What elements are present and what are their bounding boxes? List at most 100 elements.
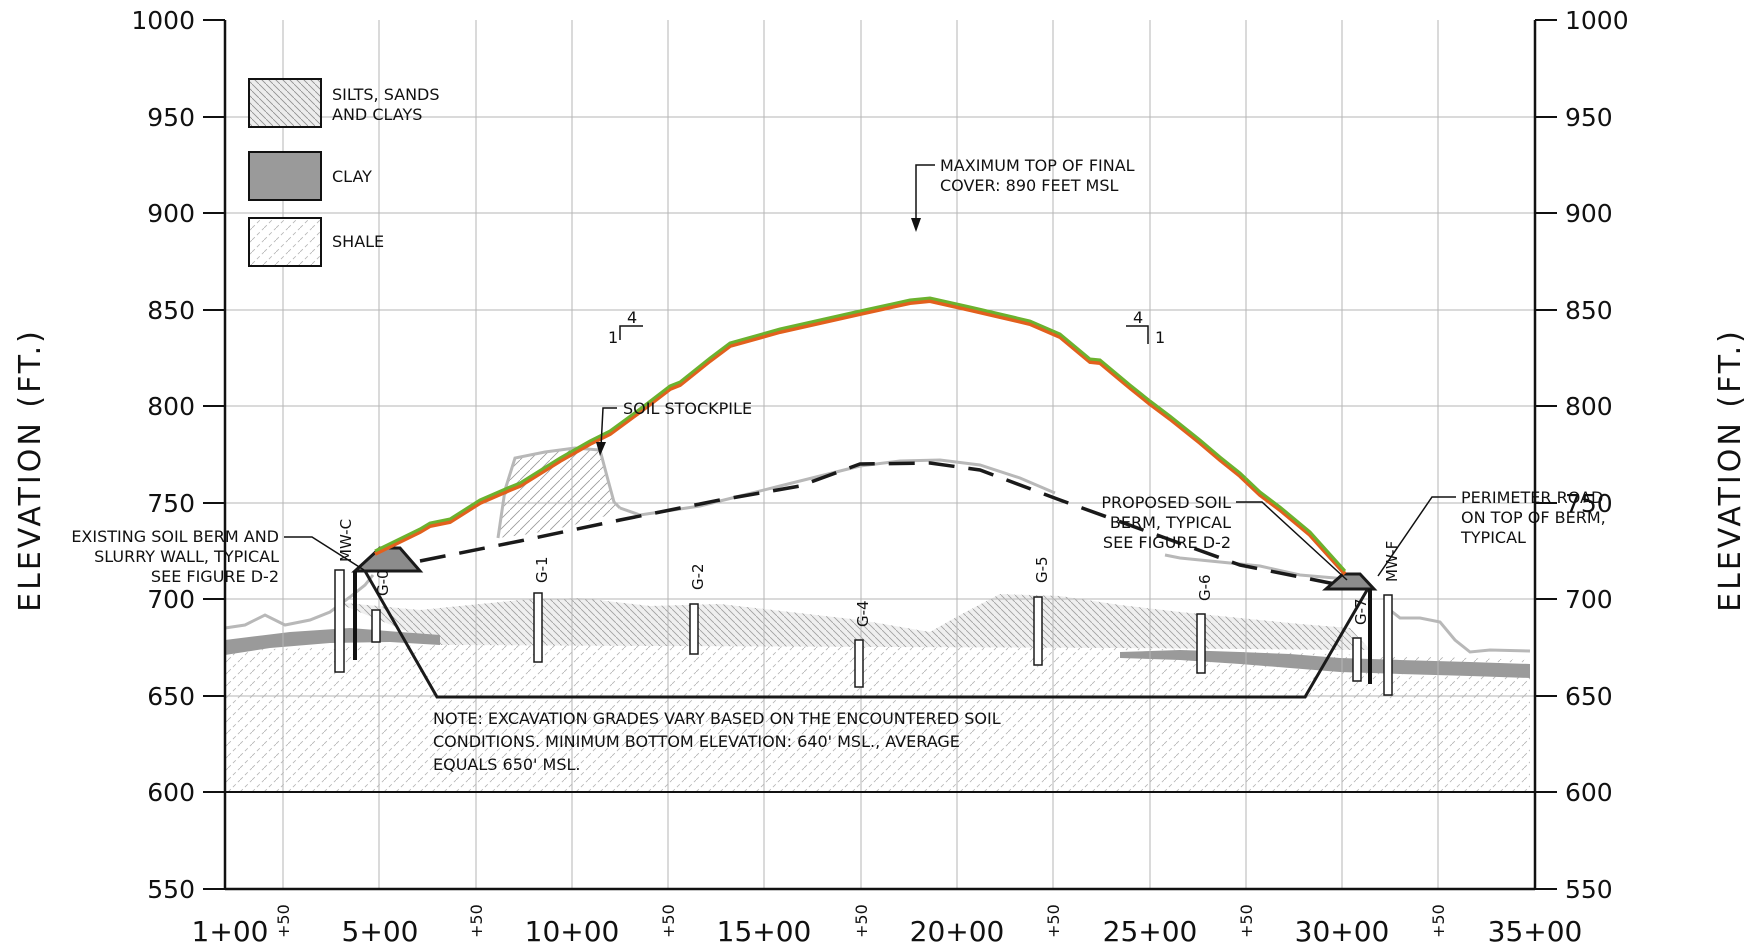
- wells: [334, 569, 1393, 696]
- legend-swatch-clay: [248, 151, 322, 201]
- x-half-label: +50: [274, 904, 293, 938]
- x-half-label: +50: [1044, 904, 1063, 938]
- y-tick-label: 900: [1565, 199, 1613, 228]
- x-tick-label: 5+00: [342, 915, 419, 948]
- slope-left-run: 4: [627, 308, 637, 327]
- legend-label-silts-2: AND CLAYS: [332, 105, 422, 124]
- well-g-1-casing: [533, 592, 543, 663]
- y-tick-label: 700: [1565, 585, 1613, 614]
- y-tick-label: 1000: [1565, 6, 1629, 35]
- legend: SILTS, SANDS AND CLAYS CLAY SHALE: [248, 78, 440, 267]
- perimeter-road-callout: PERIMETER ROAD ON TOP OF BERM, TYPICAL: [1460, 488, 1606, 547]
- excavation-note-line-1: NOTE: EXCAVATION GRADES VARY BASED ON TH…: [433, 709, 1001, 728]
- y-tick-label: 700: [147, 585, 195, 614]
- well-g-7-casing: [1352, 637, 1362, 682]
- existing-berm-label-3: SEE FIGURE D-2: [151, 567, 279, 586]
- existing-berm-label-1: EXISTING SOIL BERM AND: [71, 527, 279, 546]
- berm-left: [351, 546, 424, 573]
- well-g-6-casing: [1196, 613, 1206, 674]
- y-tick-label: 800: [147, 392, 195, 421]
- x-half-label: +50: [659, 904, 678, 938]
- x-tick-label: 1+00: [192, 915, 269, 948]
- proposed-berm-label-1: PROPOSED SOIL: [1101, 493, 1231, 512]
- berm-right: [1322, 572, 1378, 591]
- existing-ground-line: [224, 458, 1531, 654]
- x-half-label: +50: [467, 904, 486, 938]
- perimeter-road-label-3: TYPICAL: [1460, 528, 1526, 547]
- final-cover-top: [374, 296, 1347, 573]
- existing-berm-leader: [284, 536, 365, 571]
- slope-indicator-right: 4 1: [1126, 308, 1165, 347]
- y-tick-label: 650: [1565, 682, 1613, 711]
- stockpile-label: SOIL STOCKPILE: [623, 399, 752, 418]
- y-tick-label: 550: [147, 875, 195, 904]
- y-axis-title-right: ELEVATION (FT.): [1713, 328, 1748, 612]
- y-tick-label: 800: [1565, 392, 1613, 421]
- well-label-mw-c: MW-C: [337, 519, 355, 562]
- well-g-5-casing: [1033, 596, 1043, 666]
- well-g-0-casing: [371, 609, 381, 643]
- x-half-labels: +50 +50 +50 +50 +50 +50 +50: [274, 904, 1448, 938]
- x-tick-label: 15+00: [717, 915, 812, 948]
- y-tick-label: 1000: [131, 6, 195, 35]
- well-label-g-4: G-4: [854, 600, 872, 627]
- y-tick-labels-right: 1000 950 900 850 800 750 700 650 600 550: [1565, 6, 1629, 904]
- max-cover-label-2: COVER: 890 FEET MSL: [940, 176, 1119, 195]
- well-mw-f-casing: [1383, 594, 1393, 696]
- perimeter-road-label-2: ON TOP OF BERM,: [1461, 508, 1606, 527]
- slope-left-rise: 1: [608, 328, 618, 347]
- x-half-label: +50: [852, 904, 871, 938]
- proposed-berm-callout: PROPOSED SOIL BERM, TYPICAL SEE FIGURE D…: [1101, 493, 1231, 552]
- y-tick-label: 600: [1565, 778, 1613, 807]
- legend-label-silts-1: SILTS, SANDS: [332, 85, 440, 104]
- excavation-note: NOTE: EXCAVATION GRADES VARY BASED ON TH…: [433, 709, 1001, 774]
- legend-swatch-silts: [248, 78, 322, 128]
- proposed-berm-leader: [1236, 501, 1348, 581]
- y-tick-label: 850: [147, 296, 195, 325]
- perimeter-road-leader: [1377, 496, 1456, 577]
- proposed-berm-label-3: SEE FIGURE D-2: [1103, 533, 1231, 552]
- well-mw-c-casing: [334, 569, 345, 673]
- y-tick-label: 950: [147, 103, 195, 132]
- excavation-note-line-2: CONDITIONS. MINIMUM BOTTOM ELEVATION: 64…: [433, 732, 960, 751]
- x-tick-label: 30+00: [1295, 915, 1390, 948]
- well-g-4-casing: [854, 639, 864, 688]
- x-tick-label: 35+00: [1488, 915, 1583, 948]
- clay-lens-left: [225, 628, 440, 655]
- max-cover-label-1: MAXIMUM TOP OF FINAL: [940, 156, 1135, 175]
- x-tick-labels: 1+00 5+00 10+00 15+00 20+00 25+00 30+00 …: [192, 915, 1583, 948]
- x-tick-label: 10+00: [525, 915, 620, 948]
- y-tick-label: 850: [1565, 296, 1613, 325]
- silts-sands-clays-layer: [335, 594, 1370, 650]
- legend-label-clay: CLAY: [332, 167, 372, 186]
- shale-layer: [225, 645, 1530, 791]
- x-half-label: +50: [1429, 904, 1448, 938]
- x-tick-label: 25+00: [1103, 915, 1198, 948]
- well-label-g-0: G-0: [374, 569, 392, 596]
- x-half-label: +50: [1237, 904, 1256, 938]
- well-g-2-casing: [689, 603, 699, 655]
- y-tick-label: 750: [1565, 489, 1613, 518]
- x-tick-label: 20+00: [910, 915, 1005, 948]
- well-label-g-7: G-7: [1352, 598, 1370, 625]
- well-labels: MW-C G-0 G-1 G-2 G-4 G-5 G-6 G-7 MW-F: [337, 519, 1401, 627]
- y-tick-label: 650: [147, 682, 195, 711]
- well-label-g-5: G-5: [1033, 556, 1051, 583]
- proposed-grade-dashed: [419, 461, 1341, 587]
- excavation-outline: [363, 570, 1372, 699]
- existing-berm-callout: EXISTING SOIL BERM AND SLURRY WALL, TYPI…: [71, 527, 279, 586]
- y-tick-label: 550: [1565, 875, 1613, 904]
- slope-right-rise: 1: [1155, 328, 1165, 347]
- legend-label-shale: SHALE: [332, 232, 384, 251]
- well-label-g-6: G-6: [1196, 574, 1214, 601]
- max-cover-callout: MAXIMUM TOP OF FINAL COVER: 890 FEET MSL: [911, 156, 1135, 232]
- final-cover-under: [374, 298, 1347, 576]
- y-tick-label: 600: [147, 778, 195, 807]
- soil-stockpile: [498, 448, 620, 538]
- y-axis-title-left: ELEVATION (FT.): [13, 328, 48, 612]
- excavation-note-line-3: EQUALS 650' MSL.: [433, 755, 581, 774]
- y-tick-label: 750: [147, 489, 195, 518]
- stockpile-callout: SOIL STOCKPILE: [596, 399, 752, 456]
- legend-swatch-shale: [248, 217, 322, 267]
